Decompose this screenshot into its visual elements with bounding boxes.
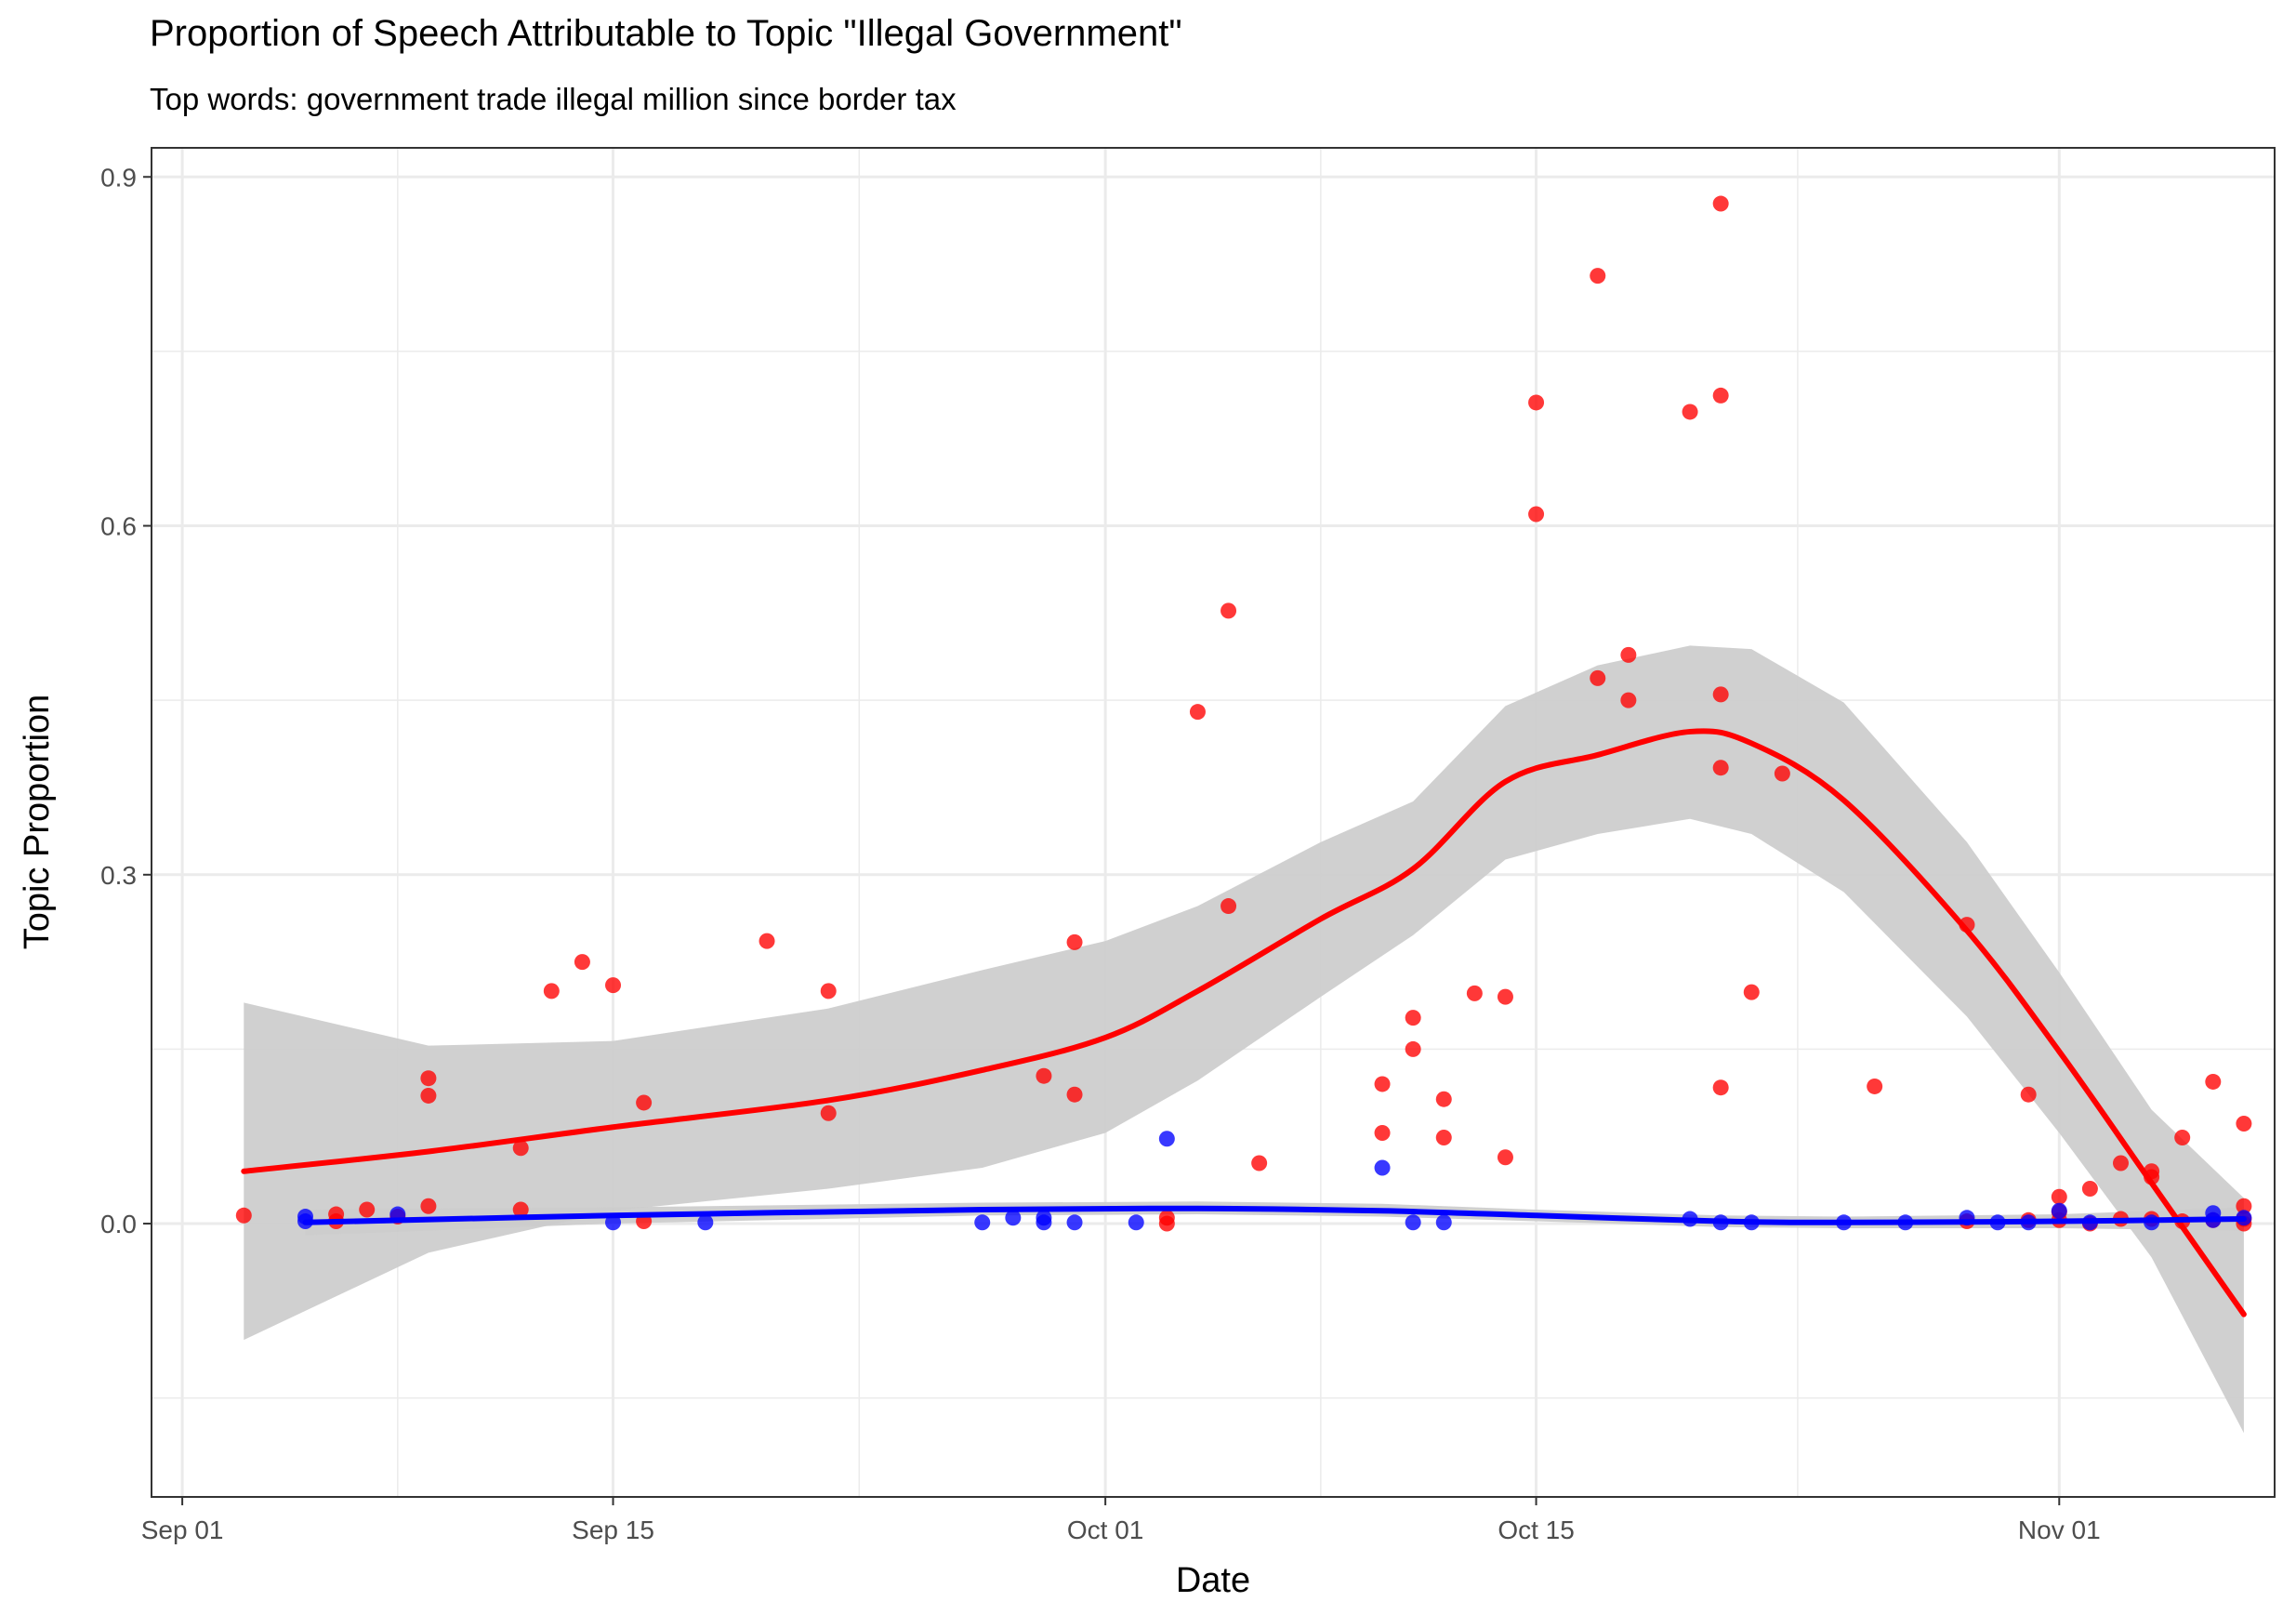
- red-data-point: [2081, 1181, 2098, 1198]
- red-data-point: [1743, 984, 1760, 1000]
- red-data-point: [1405, 1010, 1421, 1026]
- red-data-point: [235, 1207, 252, 1224]
- red-data-point: [636, 1094, 653, 1111]
- red-data-point: [2236, 1115, 2252, 1132]
- red-data-point: [1374, 1124, 1391, 1141]
- blue-data-point: [605, 1214, 622, 1231]
- red-data-point: [1251, 1155, 1268, 1172]
- red-data-point: [2174, 1129, 2191, 1145]
- panel-border: [151, 147, 2276, 1498]
- red-data-point: [1497, 1149, 1513, 1166]
- blue-data-point: [1036, 1214, 1052, 1231]
- blue-smooth-line: [302, 1205, 2247, 1225]
- smooth-line-layer: [241, 728, 2247, 1317]
- red-data-point: [605, 977, 622, 994]
- x-tick-label: Sep 01: [141, 1516, 224, 1544]
- red-data-point: [1528, 394, 1545, 411]
- y-axis-title: Topic Proportion: [18, 695, 57, 950]
- red-data-point: [1620, 646, 1637, 663]
- blue-data-point: [974, 1214, 991, 1231]
- red-confidence-band: [244, 645, 2244, 1434]
- chart-subtitle: Top words: government trade illegal mill…: [150, 82, 957, 116]
- red-data-point: [1036, 1067, 1052, 1084]
- red-data-point: [1221, 898, 1237, 915]
- x-axis-title: Date: [1176, 1561, 1250, 1600]
- red-data-point: [2051, 1188, 2067, 1205]
- red-data-point: [512, 1201, 529, 1218]
- y-tick-label: 0.9: [100, 163, 137, 192]
- y-tick-label: 0.6: [100, 512, 137, 541]
- red-data-point: [1774, 765, 1790, 782]
- red-data-point: [359, 1201, 376, 1218]
- red-data-point: [1682, 404, 1698, 420]
- red-data-point: [1712, 387, 1729, 404]
- plot-panel: [152, 148, 2275, 1497]
- red-data-point: [1405, 1040, 1421, 1057]
- red-data-point: [820, 983, 837, 999]
- red-data-point: [1189, 704, 1206, 721]
- blue-data-point: [1374, 1159, 1391, 1176]
- red-data-point: [1066, 1086, 1083, 1103]
- red-data-point: [1221, 602, 1237, 619]
- blue-data-point: [1128, 1214, 1144, 1231]
- axis-layer: 0.0 0.3 0.6 0.9 Sep 01 Sep 15 Oct 01 Oct 15 Nov …: [100, 163, 2101, 1544]
- red-data-point: [1435, 1091, 1452, 1107]
- red-data-point: [420, 1070, 437, 1087]
- red-data-point: [2112, 1155, 2129, 1172]
- red-data-point: [1867, 1078, 1883, 1094]
- red-data-point: [1528, 506, 1545, 523]
- red-data-point: [1158, 1215, 1175, 1232]
- red-data-point: [2236, 1198, 2252, 1214]
- blue-data-point: [1435, 1214, 1452, 1231]
- x-tick-label: Oct 15: [1498, 1516, 1574, 1544]
- y-tick-label: 0.3: [100, 861, 137, 890]
- red-data-point: [820, 1105, 837, 1121]
- red-data-point: [1590, 669, 1606, 686]
- blue-data-point: [1405, 1214, 1421, 1231]
- x-tick-label: Oct 01: [1067, 1516, 1143, 1544]
- blue-data-point: [1005, 1210, 1022, 1226]
- x-tick-label: Nov 01: [2018, 1516, 2101, 1544]
- chart-title: Proportion of Speech Attributable to Top…: [150, 13, 1182, 54]
- red-data-point: [543, 983, 560, 999]
- blue-data-point: [1066, 1214, 1083, 1231]
- red-data-point: [1712, 195, 1729, 212]
- red-data-point: [1466, 985, 1483, 1001]
- red-data-point: [574, 954, 590, 971]
- red-data-point: [1712, 1079, 1729, 1096]
- red-smooth-line: [241, 728, 2247, 1317]
- red-data-point: [420, 1198, 437, 1214]
- red-data-point: [512, 1140, 529, 1157]
- red-data-point: [1712, 760, 1729, 776]
- red-data-point: [1497, 988, 1513, 1005]
- red-data-point: [759, 933, 775, 949]
- blue-data-point: [2051, 1202, 2067, 1219]
- x-tick-label: Sep 15: [572, 1516, 654, 1544]
- red-data-point: [1374, 1076, 1391, 1092]
- red-data-point: [2020, 1086, 2037, 1103]
- red-data-point: [1590, 268, 1606, 285]
- red-data-point: [1620, 692, 1637, 708]
- red-data-point: [1712, 686, 1729, 703]
- blue-data-point: [697, 1214, 714, 1231]
- red-data-point: [1066, 933, 1083, 950]
- blue-data-point: [1158, 1131, 1175, 1147]
- y-tick-label: 0.0: [100, 1210, 137, 1238]
- red-data-point: [1435, 1129, 1452, 1145]
- red-data-point: [420, 1087, 437, 1104]
- red-data-point: [2205, 1073, 2222, 1090]
